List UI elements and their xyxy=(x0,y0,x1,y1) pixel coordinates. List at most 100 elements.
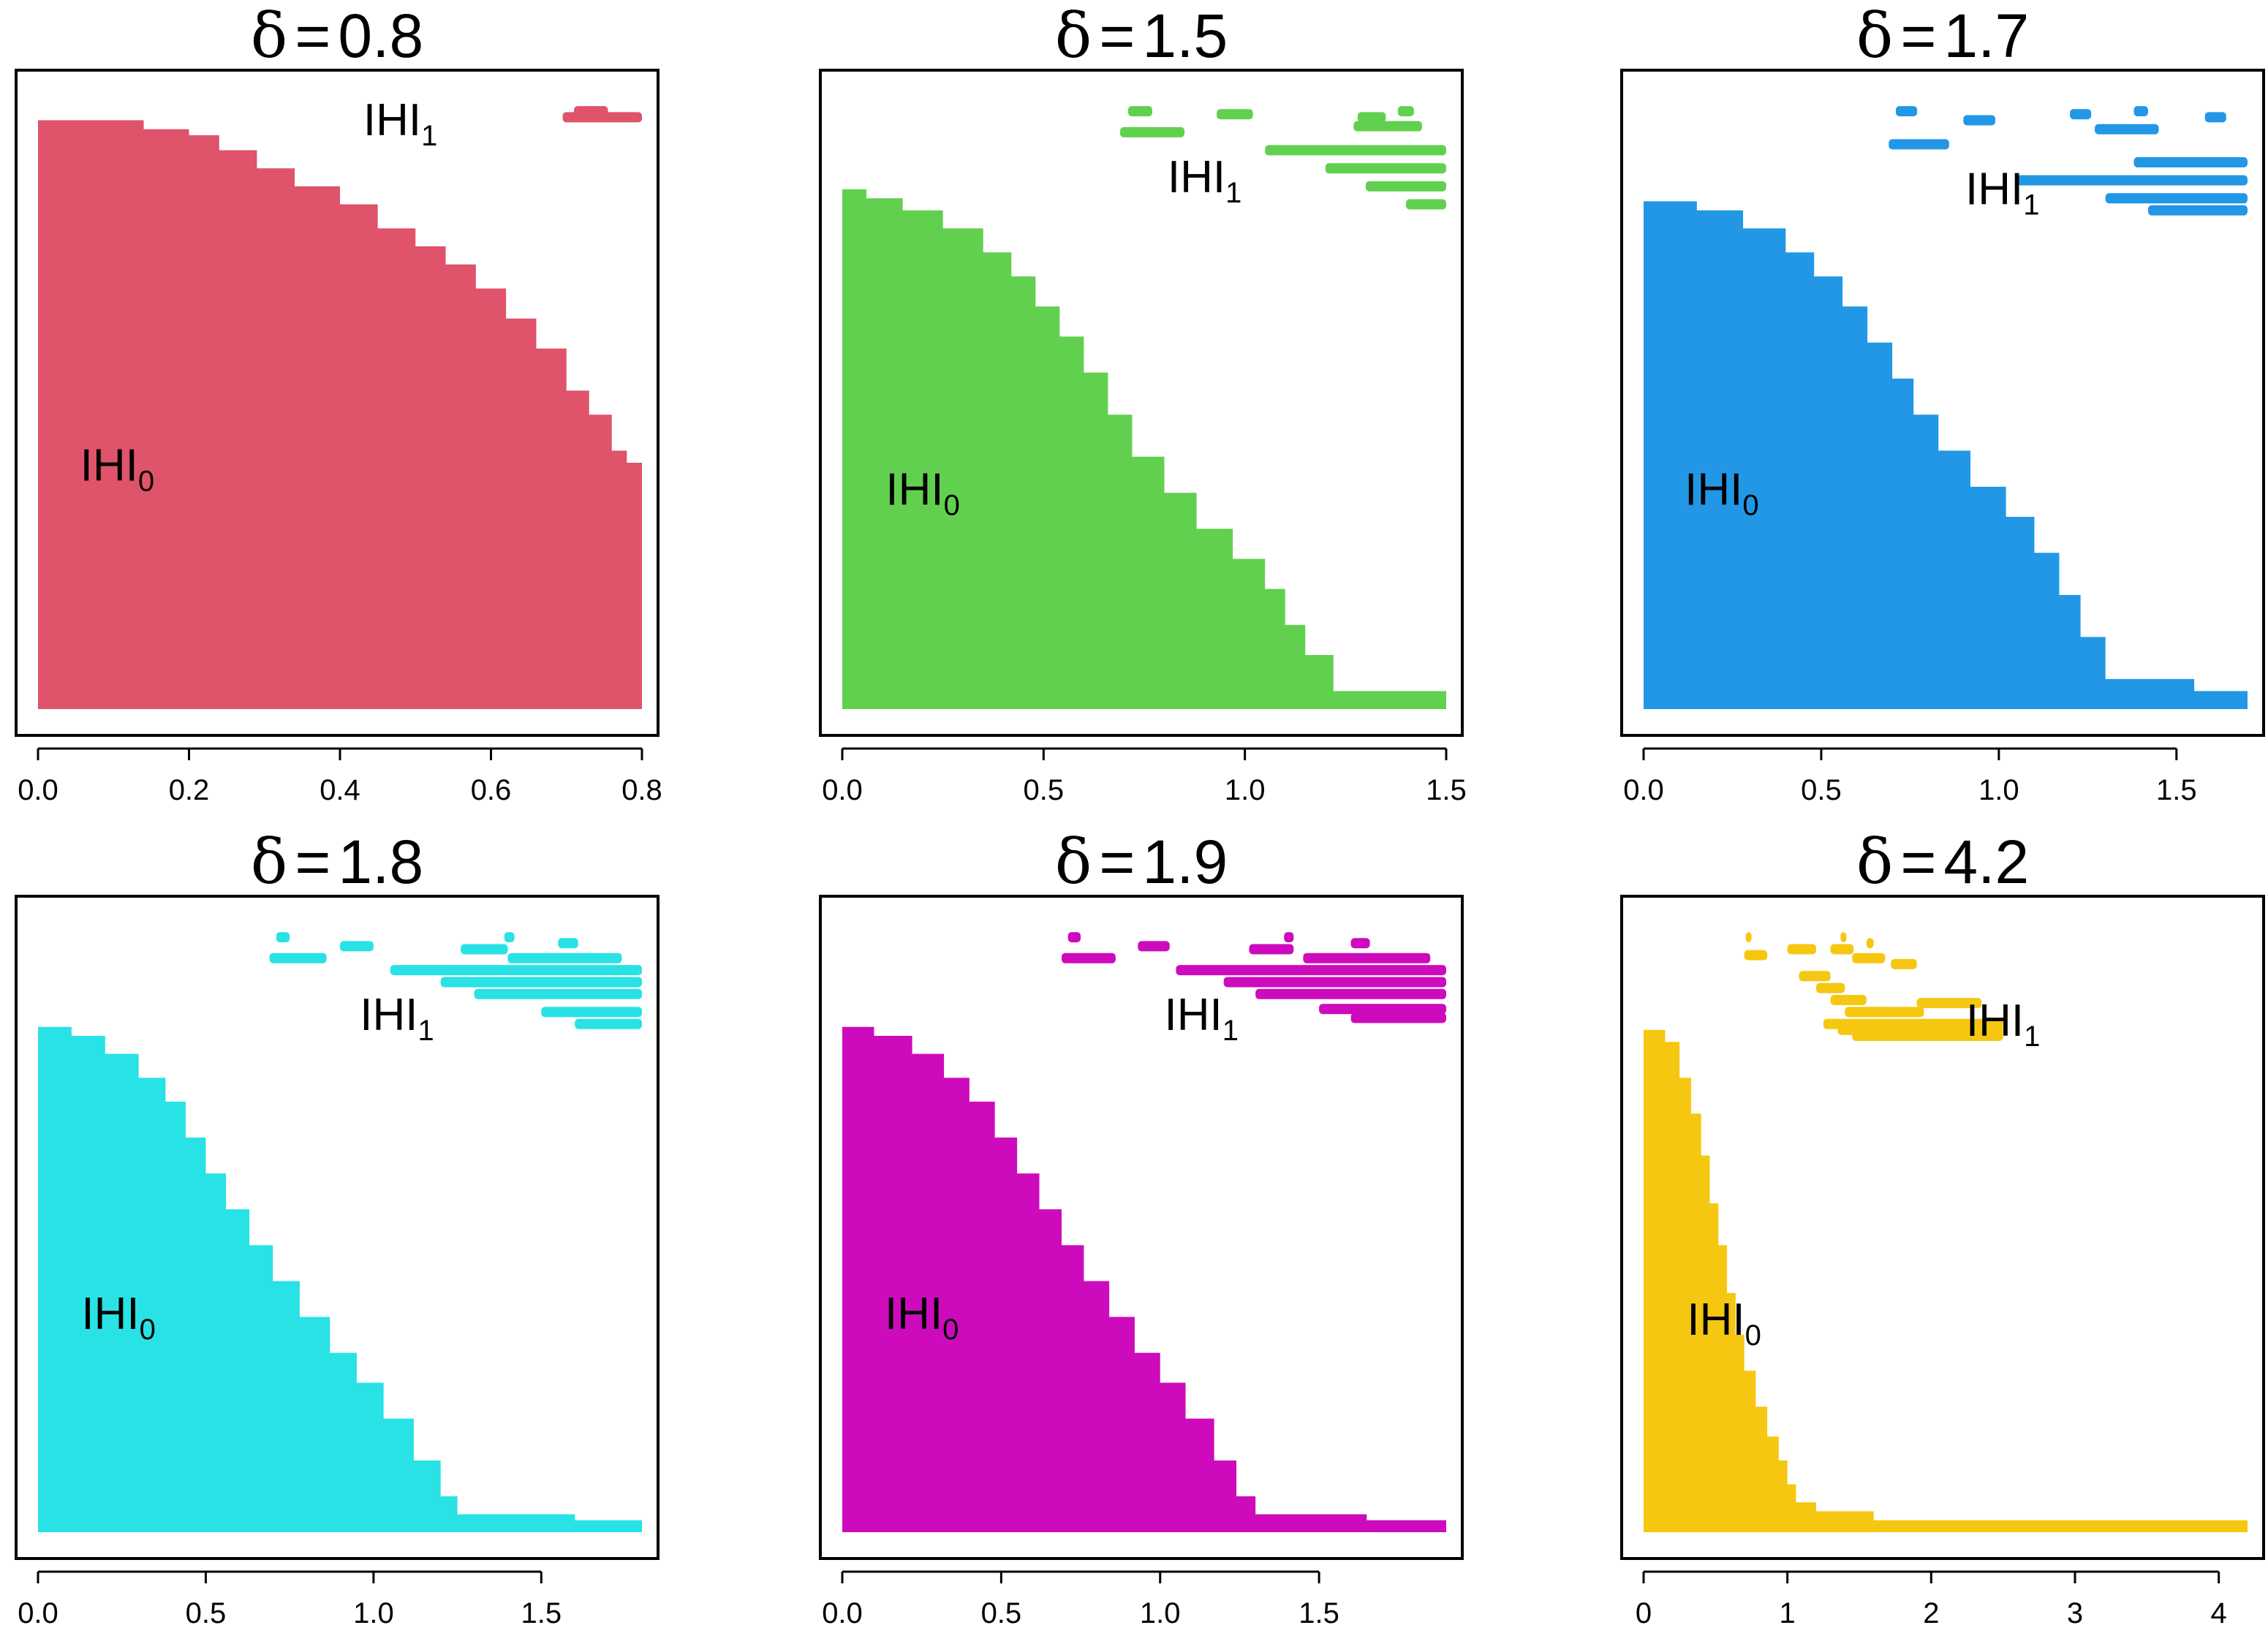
h0-label-subscript: 0 xyxy=(944,490,960,522)
h1-segment xyxy=(1830,944,1854,955)
h1-segment xyxy=(1223,977,1446,988)
h1-label-text: IHI xyxy=(1168,152,1225,202)
x-tick-label: 0.0 xyxy=(1623,774,1664,806)
h0-label: IHI0 xyxy=(80,441,154,498)
h0-label-text: IHI xyxy=(1687,1295,1745,1345)
h1-segment xyxy=(1303,953,1431,963)
h1-segment xyxy=(1325,163,1446,174)
x-tick-label: 0.2 xyxy=(169,774,210,806)
x-tick-label: 1.0 xyxy=(1978,774,2019,806)
h1-segment xyxy=(1138,941,1170,952)
h1-label: IHI1 xyxy=(1966,996,2040,1053)
h1-label-subscript: 1 xyxy=(2024,1020,2040,1053)
x-tick-label: 0.0 xyxy=(822,1597,863,1629)
x-tick-label: 1.0 xyxy=(1225,774,1266,806)
h1-segment xyxy=(1852,953,1886,963)
x-tick-label: 4 xyxy=(2211,1597,2227,1629)
x-tick-label: 1.5 xyxy=(1299,1597,1339,1629)
h1-segment xyxy=(1353,121,1422,132)
x-tick-label: 1.5 xyxy=(1426,774,1467,806)
h1-segment xyxy=(1889,139,1949,150)
x-tick-label: 0 xyxy=(1636,1597,1652,1629)
h1-segment xyxy=(276,932,290,943)
h1-segment xyxy=(2095,124,2159,135)
title-delta-symbol: δ xyxy=(1856,0,1894,72)
x-tick-label: 3 xyxy=(2067,1597,2083,1629)
h1-segment xyxy=(1319,1004,1446,1015)
h1-label: IHI1 xyxy=(360,990,434,1047)
title-value: 1.7 xyxy=(1943,1,2029,70)
h1-segment xyxy=(340,941,374,952)
x-tick-label: 1.5 xyxy=(2156,774,2197,806)
h0-label-subscript: 0 xyxy=(1745,1319,1761,1352)
h1-segment xyxy=(1350,938,1370,949)
x-tick-label: 1 xyxy=(1780,1597,1796,1629)
panel-frame xyxy=(1620,69,2265,737)
title-value: 1.8 xyxy=(338,828,423,896)
h1-segment xyxy=(269,953,327,963)
h1-label-text: IHI xyxy=(1966,996,2024,1046)
h1-segment xyxy=(1840,932,1847,943)
h0-label: IHI0 xyxy=(885,1289,959,1346)
x-tick-label: 0.0 xyxy=(18,774,58,806)
title-value: 1.9 xyxy=(1142,828,1228,896)
title-equals: = xyxy=(1900,1,1936,70)
h0-label-text: IHI xyxy=(80,441,138,491)
h1-segment xyxy=(2105,193,2248,204)
h1-segment xyxy=(1816,982,1845,993)
title-value: 1.5 xyxy=(1142,1,1228,70)
x-tick-label: 1.0 xyxy=(353,1597,394,1629)
x-tick-label: 0.0 xyxy=(822,774,863,806)
h1-segment xyxy=(1830,994,1867,1005)
h1-label-text: IHI xyxy=(1165,990,1222,1040)
h1-segment xyxy=(1744,950,1768,961)
x-tick-label: 0.8 xyxy=(621,774,662,806)
h1-segment xyxy=(1799,971,1831,982)
h1-label: IHI1 xyxy=(1165,990,1239,1047)
title-delta-symbol: δ xyxy=(1055,0,1092,72)
h1-segment xyxy=(1397,106,1414,117)
h1-segment xyxy=(507,953,622,963)
h1-label-subscript: 1 xyxy=(1222,1015,1239,1047)
h1-segment xyxy=(1217,109,1253,120)
x-tick-label: 0.5 xyxy=(1801,774,1842,806)
h0-region xyxy=(842,189,1446,710)
h0-label-text: IHI xyxy=(1685,465,1742,515)
h0-region xyxy=(38,120,642,709)
title-equals: = xyxy=(295,828,330,896)
h1-segment xyxy=(474,988,642,999)
x-tick-label: 0.5 xyxy=(186,1597,227,1629)
h1-label: IHI1 xyxy=(1965,164,2039,221)
panel-title: δ = 1.9 xyxy=(1055,826,1228,898)
h1-segment xyxy=(1350,1012,1446,1023)
x-tick-label: 0.4 xyxy=(320,774,360,806)
h1-label-subscript: 1 xyxy=(418,1015,434,1047)
title-equals: = xyxy=(295,1,330,70)
h1-segment xyxy=(1787,944,1816,955)
h0-label-text: IHI xyxy=(885,1289,942,1339)
panel-frame xyxy=(1620,895,2265,1560)
h1-segment xyxy=(1405,199,1446,210)
h1-segment xyxy=(1067,932,1081,943)
title-equals: = xyxy=(1900,828,1936,896)
x-tick-label: 0.5 xyxy=(981,1597,1022,1629)
h1-segment xyxy=(1891,958,1917,969)
h1-segment xyxy=(1119,126,1185,137)
h0-label-text: IHI xyxy=(885,465,943,515)
h1-segment xyxy=(562,112,642,123)
h1-segment xyxy=(2133,156,2248,167)
h1-segment xyxy=(1176,965,1446,976)
h1-label-text: IHI xyxy=(1965,164,2023,215)
h0-region xyxy=(1644,1029,2248,1532)
panel-frame xyxy=(15,69,659,737)
h1-segment xyxy=(2070,109,2092,120)
h0-label: IHI0 xyxy=(1687,1295,1761,1352)
h1-label-subscript: 1 xyxy=(421,120,437,152)
h1-label: IHI1 xyxy=(363,95,437,152)
